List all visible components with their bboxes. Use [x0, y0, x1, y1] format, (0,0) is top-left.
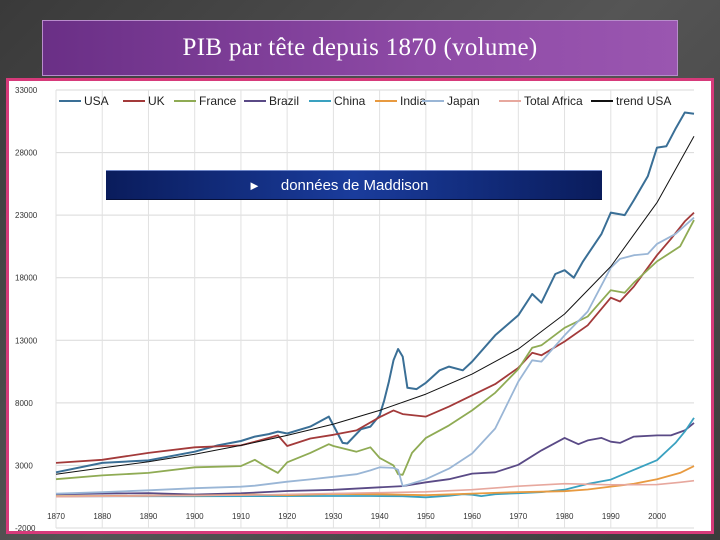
series-line-uk — [55, 211, 695, 464]
data-source-banner: ► données de Maddison — [106, 170, 602, 200]
series-line-trend-usa — [55, 136, 695, 475]
series-line-japan — [55, 216, 695, 495]
x-tick-label: 1960 — [463, 512, 481, 521]
legend-label: UK — [148, 94, 165, 108]
series-line-total-africa — [55, 479, 695, 498]
slide-title: PIB par tête depuis 1870 (volume) — [182, 34, 538, 61]
x-tick-label: 1930 — [324, 512, 342, 521]
legend-label: Brazil — [269, 94, 299, 108]
x-tick-label: 1900 — [186, 512, 204, 521]
chart-frame: 33000 28000 23000 18000 13000 8000 3000 -2000 18… — [6, 78, 714, 534]
x-tick-label: 1920 — [278, 512, 296, 521]
series-line-brazil — [55, 422, 695, 496]
legend-label: trend USA — [616, 94, 671, 108]
x-tick-label: 1970 — [509, 512, 527, 521]
legend-label: India — [400, 94, 426, 108]
gdp-line-chart: 33000 28000 23000 18000 13000 8000 3000 -2000 18… — [15, 86, 695, 531]
x-tick-label: 1890 — [140, 512, 158, 521]
y-tick-label: 13000 — [15, 336, 38, 345]
x-tick-label: 1870 — [47, 512, 65, 521]
x-tick-label: 1980 — [556, 512, 574, 521]
y-tick-label: 28000 — [15, 149, 38, 158]
series-line-china — [55, 417, 695, 499]
series-line-usa — [55, 111, 695, 474]
slide-title-box: PIB par tête depuis 1870 (volume) — [42, 20, 678, 76]
legend-label: France — [199, 94, 237, 108]
x-tick-label: 2000 — [648, 512, 666, 521]
x-tick-label: 1940 — [371, 512, 389, 521]
y-tick-label: 18000 — [15, 274, 38, 283]
y-tick-label: 33000 — [15, 86, 38, 95]
y-tick-label: 3000 — [15, 461, 33, 470]
play-arrow-icon: ► — [248, 177, 261, 193]
y-tick-label: 23000 — [15, 211, 38, 220]
x-tick-label: 1990 — [602, 512, 620, 521]
x-tick-label: 1950 — [417, 512, 435, 521]
legend-label: China — [334, 94, 366, 108]
legend-label: Japan — [447, 94, 480, 108]
x-tick-label: 1910 — [232, 512, 250, 521]
legend-label: USA — [84, 94, 109, 108]
x-tick-label: 1880 — [93, 512, 111, 521]
legend-label: Total Africa — [524, 94, 583, 108]
y-tick-label: 8000 — [15, 399, 33, 408]
banner-text: données de Maddison — [280, 176, 429, 194]
series-line-france — [55, 219, 695, 481]
y-tick-label: -2000 — [15, 524, 36, 531]
